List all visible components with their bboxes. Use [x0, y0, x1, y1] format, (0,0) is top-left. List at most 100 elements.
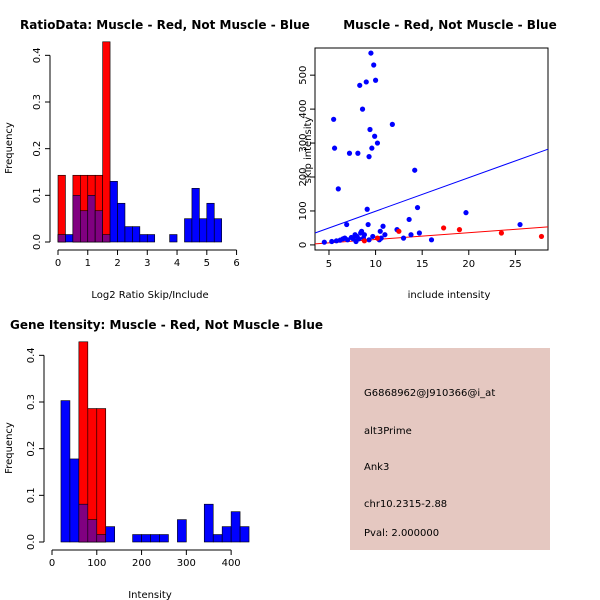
- scatter-y-tick-label: 200: [298, 167, 309, 186]
- ratio-hist-overlap-bar: [72, 195, 81, 243]
- ratio-histogram-bars: [57, 41, 222, 243]
- intensity-hist-overlap-bar: [78, 503, 89, 543]
- scatter-point-not-muscle: [517, 221, 523, 228]
- ratio-hist-not-muscle-bar: [184, 218, 193, 243]
- scatter-point-not-muscle: [382, 232, 388, 238]
- intensity-hist-overlap-bar: [87, 519, 98, 543]
- intensity-histogram-title: Gene Itensity: Muscle - Red, Not Muscle …: [10, 318, 323, 332]
- scatter-point-muscle: [498, 230, 504, 236]
- scatter-fit-line-blue: [314, 148, 549, 234]
- ratio-histogram-panel: RatioData: Muscle - Red, Not Muscle - Bl…: [4, 18, 310, 301]
- ratio-hist-x-tick-label: 3: [144, 258, 150, 269]
- ratio-hist-not-muscle-bar: [146, 234, 156, 243]
- scatter-point-not-muscle: [321, 239, 327, 245]
- scatter-point-not-muscle: [374, 140, 381, 146]
- scatter-xlabel: include intensity: [408, 290, 491, 301]
- scatter-point-not-muscle: [372, 77, 379, 83]
- ratio-hist-not-muscle-bar: [132, 226, 141, 243]
- scatter-point-not-muscle: [335, 186, 341, 192]
- scatter-point-not-muscle: [408, 232, 414, 238]
- scatter-point-not-muscle: [357, 82, 363, 88]
- intensity-histogram-xlabel: Intensity: [128, 590, 172, 600]
- scatter-point-not-muscle: [359, 106, 366, 112]
- ratio-hist-y-tick-label: 0.3: [32, 94, 43, 110]
- scatter-point-not-muscle: [400, 235, 407, 241]
- scatter-point-not-muscle: [414, 204, 421, 211]
- scatter-y-tick-label: 500: [298, 66, 309, 85]
- scatter-x-tick-label: 25: [509, 259, 522, 270]
- scatter-point-muscle: [456, 227, 463, 233]
- scatter-point-not-muscle: [365, 221, 371, 228]
- scatter-title: Muscle - Red, Not Muscle - Blue: [343, 18, 557, 32]
- scatter-point-not-muscle: [377, 228, 383, 234]
- ratio-hist-not-muscle-bar: [191, 188, 200, 243]
- scatter-point-not-muscle: [353, 238, 359, 245]
- scatter-point-not-muscle: [331, 145, 338, 151]
- scatter-point-muscle: [374, 235, 381, 241]
- scatter-axes: 5 10 15 20 25 0 100 200 300 400 500: [298, 66, 522, 270]
- info-panel-background: [350, 348, 550, 550]
- intensity-hist-not-muscle-bar: [239, 526, 250, 543]
- scatter-point-not-muscle: [372, 133, 378, 139]
- scatter-point-not-muscle: [371, 62, 377, 68]
- scatter-point-muscle: [441, 225, 447, 231]
- ratio-hist-not-muscle-bar: [65, 234, 74, 243]
- scatter-panel: Muscle - Red, Not Muscle - Blue 5 10 15 20 2…: [298, 18, 557, 301]
- intensity-hist-not-muscle-bar: [60, 400, 71, 543]
- intensity-hist-y-tick-label: 0.0: [26, 534, 37, 550]
- scatter-fit-lines: [314, 148, 549, 245]
- ratio-histogram-title: RatioData: Muscle - Red, Not Muscle - Bl…: [20, 18, 310, 32]
- info-location: chr10.2315-2.88: [364, 499, 447, 510]
- ratio-hist-overlap-bar: [94, 210, 103, 243]
- intensity-hist-muscle-bar: [96, 408, 107, 543]
- intensity-hist-not-muscle-bar: [132, 534, 142, 543]
- scatter-x-tick-label: 10: [369, 259, 382, 270]
- scatter-point-not-muscle: [378, 235, 384, 241]
- scatter-point-not-muscle: [331, 116, 337, 122]
- ratio-hist-y-tick-label: 0.4: [32, 47, 43, 63]
- scatter-point-not-muscle: [346, 150, 353, 156]
- intensity-hist-not-muscle-bar: [212, 534, 223, 543]
- ratio-hist-muscle-bar: [57, 174, 66, 243]
- scatter-y-tick-label: 400: [298, 100, 309, 119]
- intensity-hist-overlap-bar: [96, 534, 107, 543]
- ratio-hist-not-muscle-bar: [169, 234, 178, 243]
- ratio-hist-overlap-bar: [87, 195, 96, 243]
- ratio-hist-x-tick-label: 2: [114, 258, 120, 269]
- ratio-hist-x-tick-label: 1: [85, 258, 91, 269]
- intensity-hist-x-tick-label: 200: [132, 558, 151, 569]
- intensity-hist-x-tick-label: 300: [177, 558, 196, 569]
- ratio-hist-overlap-bar: [57, 234, 66, 243]
- ratio-hist-x-tick-label: 4: [174, 258, 180, 269]
- scatter-point-not-muscle: [389, 121, 395, 127]
- ratio-hist-not-muscle-bar: [139, 234, 148, 243]
- ratio-hist-not-muscle-bar: [213, 218, 222, 243]
- ratio-hist-not-muscle-bar: [117, 202, 126, 243]
- intensity-hist-not-muscle-bar: [69, 458, 80, 543]
- scatter-point-not-muscle: [368, 50, 374, 56]
- intensity-hist-not-muscle-bar: [221, 526, 232, 543]
- scatter-point-not-muscle: [364, 206, 370, 212]
- scatter-point-not-muscle: [428, 237, 435, 243]
- scatter-point-not-muscle: [366, 237, 372, 243]
- scatter-point-muscle: [396, 228, 402, 234]
- scatter-point-not-muscle: [345, 237, 351, 243]
- scatter-point-muscle: [361, 238, 367, 244]
- ratio-hist-not-muscle-bar: [109, 181, 118, 243]
- ratio-histogram-axes: 0 1 2 3 4 5 6 0.0 0.1 0.2 0.3 0.4: [32, 47, 240, 269]
- ratio-hist-not-muscle-bar: [206, 202, 215, 243]
- scatter-x-tick-label: 20: [462, 259, 475, 270]
- ratio-hist-x-tick-label: 0: [55, 258, 61, 269]
- scatter-point-not-muscle: [463, 210, 469, 216]
- intensity-hist-not-muscle-bar: [203, 503, 214, 543]
- ratio-hist-not-muscle-bar: [124, 226, 133, 243]
- scatter-y-tick-label: 100: [298, 201, 309, 220]
- scatter-point-not-muscle: [366, 154, 372, 160]
- intensity-hist-y-tick-label: 0.4: [26, 347, 37, 363]
- scatter-plot-box: [314, 47, 549, 251]
- ratio-hist-overlap-bar: [80, 210, 89, 243]
- ratio-hist-overlap-bar: [102, 234, 111, 243]
- ratio-hist-muscle-bar: [102, 41, 111, 243]
- ratio-histogram-ylabel: Frequency: [4, 122, 15, 174]
- intensity-hist-y-tick-label: 0.1: [26, 487, 37, 503]
